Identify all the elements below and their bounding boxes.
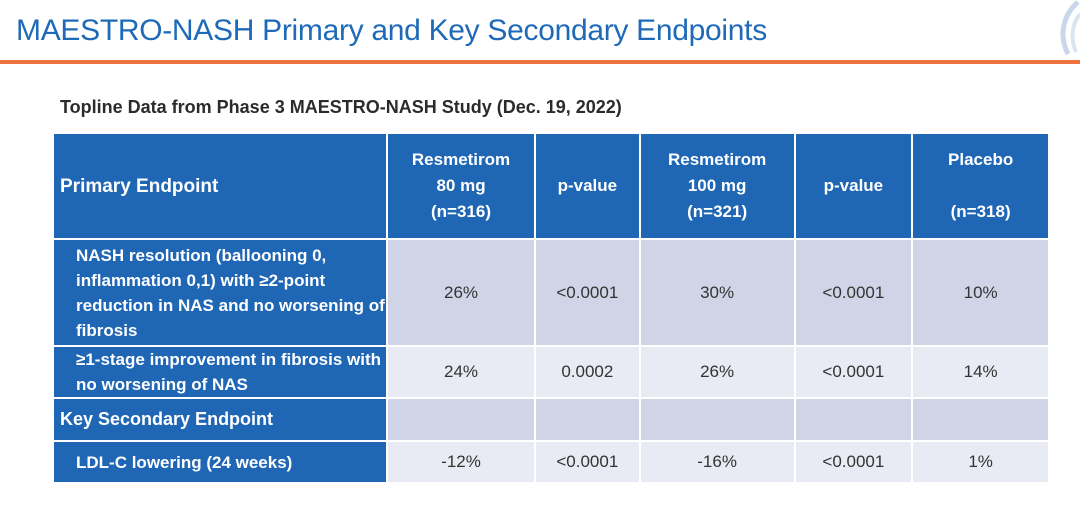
cell [911,397,1050,442]
header-line: (n=316) [431,202,492,221]
header-line: 80 mg [436,176,486,195]
slide-title: MAESTRO-NASH Primary and Key Secondary E… [16,14,767,47]
endpoints-table: Primary Endpoint Resmetirom 80 mg (n=316… [51,132,1050,484]
cell: <0.0001 [793,238,914,347]
cell: 24% [386,345,536,399]
header-line: (n=321) [687,202,748,221]
section-label: Key Secondary Endpoint [51,397,389,442]
cell: 30% [638,238,796,347]
company-logo [1060,0,1080,56]
title-divider [0,60,1080,64]
section-row: Key Secondary Endpoint [51,397,1050,442]
row-label: LDL-C lowering (24 weeks) [51,440,389,484]
cell: -16% [638,440,796,484]
header-resmetirom-100: Resmetirom 100 mg (n=321) [638,132,796,240]
cell: 10% [911,238,1050,347]
header-p-value: p-value [793,132,914,240]
header-line: Resmetirom [411,150,511,169]
cell: 26% [386,238,536,347]
header-line: Placebo [948,150,1014,169]
table-row: LDL-C lowering (24 weeks) -12% <0.0001 -… [51,440,1050,484]
row-label: NASH resolution (ballooning 0, inflammat… [51,238,389,347]
table-row: NASH resolution (ballooning 0, inflammat… [51,238,1050,347]
table-row: ≥1-stage improvement in fibrosis with no… [51,345,1050,399]
cell: <0.0001 [533,440,641,484]
header-line: Resmetirom [667,150,767,169]
cell: 26% [638,345,796,399]
cell: 14% [911,345,1050,399]
cell [533,397,641,442]
table-header-row: Primary Endpoint Resmetirom 80 mg (n=316… [51,132,1050,240]
cell: -12% [386,440,536,484]
cell: <0.0001 [793,440,914,484]
header-primary-endpoint: Primary Endpoint [51,132,389,240]
cell [793,397,914,442]
header-p-value: p-value [533,132,641,240]
header-line: 100 mg [687,176,747,195]
header-resmetirom-80: Resmetirom 80 mg (n=316) [386,132,536,240]
slide-subtitle: Topline Data from Phase 3 MAESTRO-NASH S… [60,97,622,117]
cell [638,397,796,442]
cell [386,397,536,442]
cell: 1% [911,440,1050,484]
header-line: (n=318) [950,202,1011,221]
cell: 0.0002 [533,345,641,399]
cell: <0.0001 [533,238,641,347]
cell: <0.0001 [793,345,914,399]
row-label: ≥1-stage improvement in fibrosis with no… [51,345,389,399]
header-placebo: Placebo (n=318) [911,132,1050,240]
